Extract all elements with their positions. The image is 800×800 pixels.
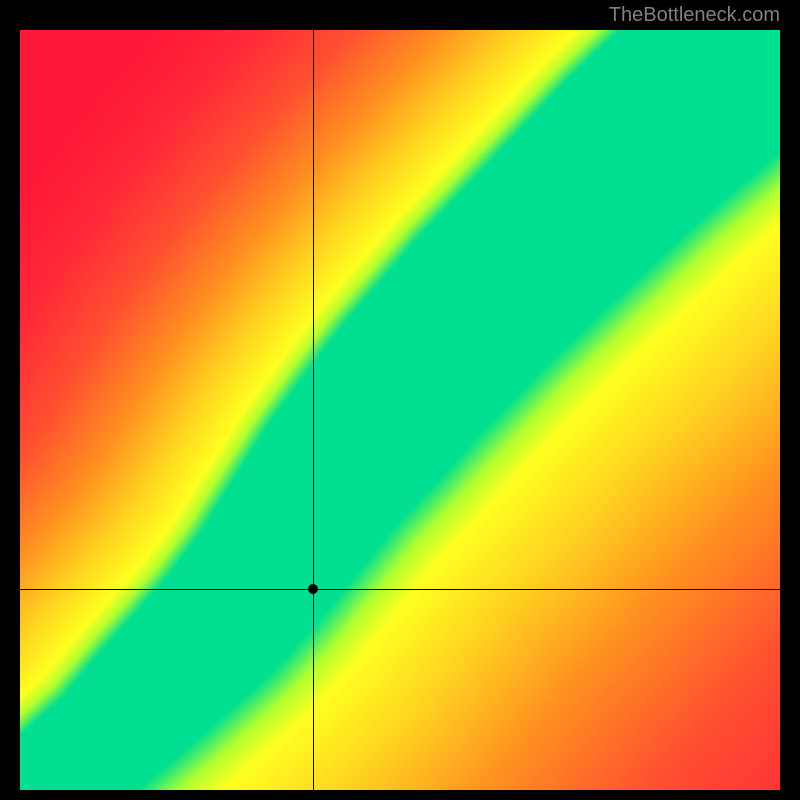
heatmap-canvas: [20, 30, 780, 790]
bottleneck-heatmap: [20, 30, 780, 790]
crosshair-horizontal: [20, 589, 780, 590]
header: TheBottleneck.com: [0, 0, 800, 30]
crosshair-vertical: [313, 30, 314, 790]
watermark-text: TheBottleneck.com: [609, 4, 780, 27]
marker-dot: [308, 584, 318, 594]
